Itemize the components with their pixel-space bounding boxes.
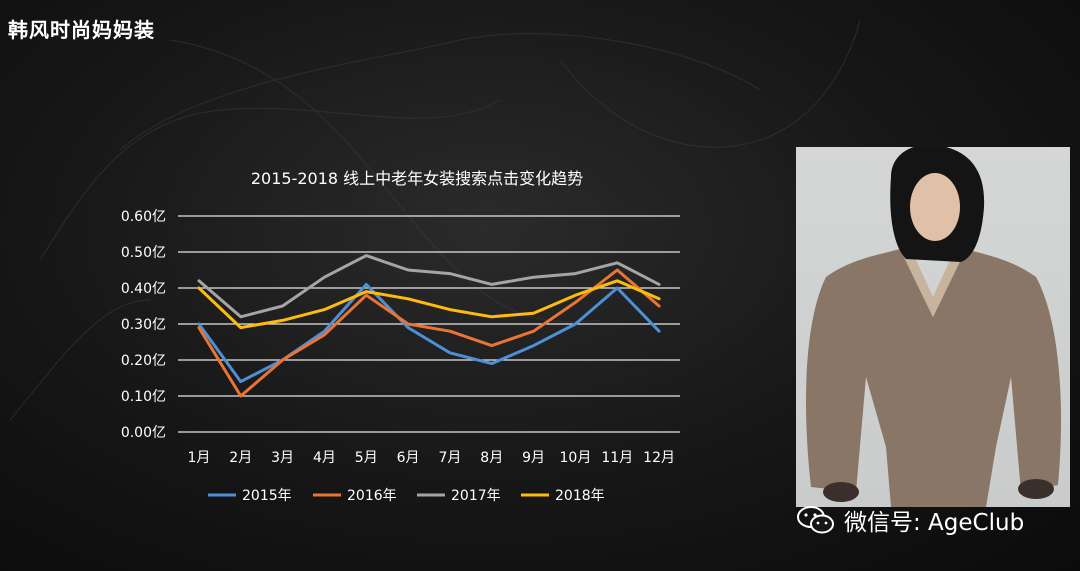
x-tick-label: 2月: [229, 450, 252, 466]
x-tick-label: 1月: [187, 450, 210, 466]
chart-title: 2015-2018 线上中老年女装搜索点击变化趋势: [251, 169, 583, 188]
series-line: [197, 268, 661, 398]
series-line: [197, 282, 661, 384]
x-tick-label: 12月: [643, 450, 675, 466]
x-tick-label: 11月: [601, 450, 633, 466]
y-tick-label: 0.00亿: [121, 425, 166, 441]
x-tick-label: 3月: [271, 450, 294, 466]
fringe-shape: [906, 160, 966, 187]
slide-title: 韩风时尚妈妈装: [8, 18, 155, 42]
neckline-shape: [900, 247, 966, 317]
right-hand-shape: [1018, 479, 1054, 499]
wechat-id-text: 微信号: AgeClub: [844, 510, 1025, 536]
x-tick-label: 10月: [560, 450, 592, 466]
legend-label: 2017年: [451, 488, 501, 504]
y-tick-label: 0.50亿: [121, 245, 166, 261]
series-line: [197, 279, 661, 330]
x-tick-label: 6月: [397, 450, 420, 466]
y-tick-label: 0.60亿: [121, 209, 166, 225]
x-tick-label: 5月: [355, 450, 378, 466]
x-tick-label: 9月: [522, 450, 545, 466]
wechat-icon: [797, 506, 834, 534]
wechat-watermark: 微信号: AgeClub: [796, 503, 1024, 537]
left-hand-shape: [823, 482, 859, 502]
x-tick-label: 8月: [480, 450, 503, 466]
legend-label: 2018年: [555, 488, 605, 504]
y-tick-label: 0.40亿: [121, 281, 166, 297]
legend-label: 2015年: [242, 488, 292, 504]
y-tick-label: 0.10亿: [121, 389, 166, 405]
y-tick-label: 0.20亿: [121, 353, 166, 369]
legend-label: 2016年: [347, 488, 397, 504]
x-tick-label: 4月: [313, 450, 336, 466]
model-photo: [796, 147, 1070, 507]
y-tick-label: 0.30亿: [121, 317, 166, 333]
face-shape: [910, 173, 960, 241]
blouse-shape: [806, 249, 1062, 507]
x-tick-label: 7月: [438, 450, 461, 466]
series-line: [197, 254, 661, 319]
